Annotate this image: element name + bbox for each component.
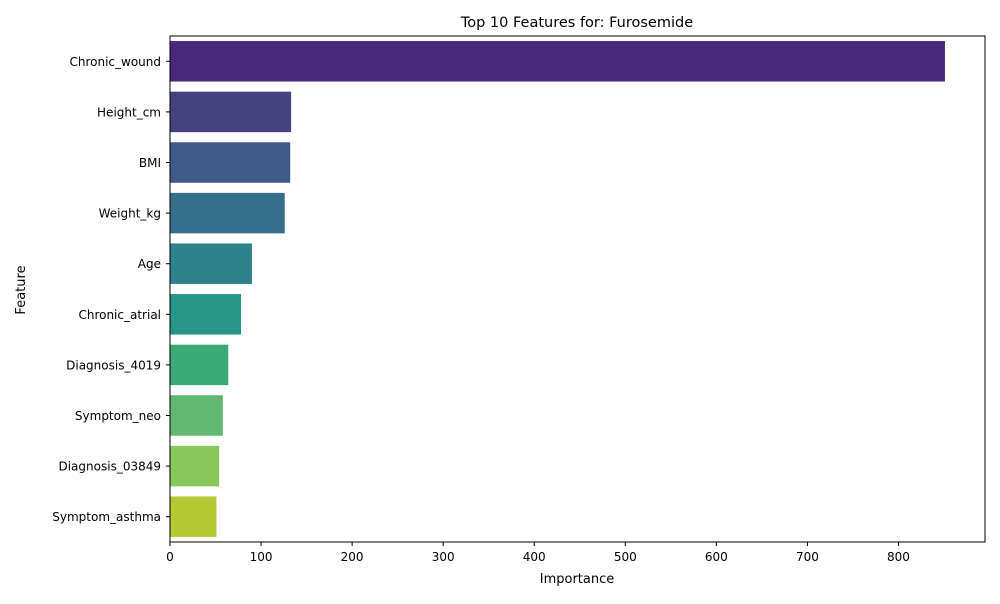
bar-height-cm xyxy=(170,91,292,133)
x-tick-label: 800 xyxy=(887,550,910,564)
bar-age xyxy=(170,243,252,284)
x-tick-label: 500 xyxy=(614,550,637,564)
y-tick-label: Chronic_wound xyxy=(69,55,161,69)
x-ticks-layer: 0 100 200 300 400 500 600 700 800 xyxy=(166,542,910,564)
bar-symptom-asthma xyxy=(170,496,217,537)
x-tick-label: 0 xyxy=(166,550,174,564)
y-tick-label: Weight_kg xyxy=(99,207,161,221)
x-tick-label: 700 xyxy=(796,550,819,564)
y-tick-label: Symptom_asthma xyxy=(52,510,161,524)
bar-chronic-atrial xyxy=(170,294,242,335)
x-tick-label: 400 xyxy=(523,550,546,564)
bar-diagnosis-4019 xyxy=(170,344,229,386)
axes-frame xyxy=(169,35,986,543)
y-tick-label: Height_cm xyxy=(97,105,161,119)
y-axis-label: Feature xyxy=(14,265,29,314)
y-tick-label: BMI xyxy=(139,156,161,170)
bar-weight-kg xyxy=(170,192,285,234)
y-ticks-layer: Chronic_wound Height_cm BMI Weight_kg Age Chr… xyxy=(52,55,170,524)
x-tick-label: 600 xyxy=(705,550,728,564)
y-tick-label: Diagnosis_03849 xyxy=(58,460,161,474)
y-tick-label: Symptom_neo xyxy=(75,409,161,423)
x-axis-label: Importance xyxy=(540,572,615,587)
bar-diagnosis-03849 xyxy=(170,445,220,487)
y-tick-label: Chronic_atrial xyxy=(78,308,161,322)
bars-layer xyxy=(170,41,945,537)
bar-bmi xyxy=(170,142,291,183)
x-tick-label: 300 xyxy=(432,550,455,564)
axes-layer xyxy=(169,35,986,543)
y-tick-label: Diagnosis_4019 xyxy=(66,358,161,372)
chart-title: Top 10 Features for: Furosemide xyxy=(460,15,693,31)
x-tick-label: 100 xyxy=(250,550,273,564)
x-tick-label: 200 xyxy=(341,550,364,564)
y-tick-label: Age xyxy=(138,257,161,271)
bar-chronic-wound xyxy=(170,41,945,82)
bar-symptom-neo xyxy=(170,395,223,436)
